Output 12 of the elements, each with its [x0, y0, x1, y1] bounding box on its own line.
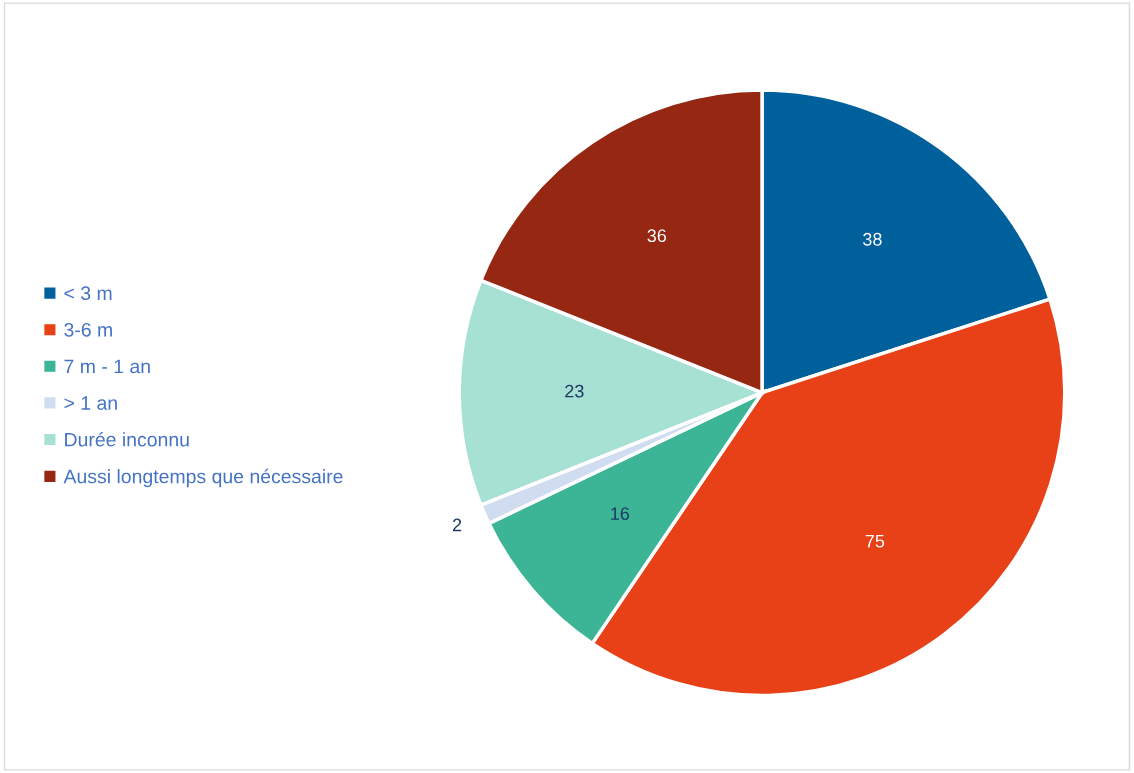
- legend-label: Durée inconnu: [65, 431, 189, 447]
- legend-label: 7 m - 1 an: [64, 359, 150, 374]
- data-label: 23: [565, 384, 584, 398]
- data-label: 38: [863, 232, 882, 246]
- data-label: 36: [647, 229, 667, 243]
- legend-label: Aussi longtemps que nécessaire: [63, 468, 343, 488]
- legend-label: < 3 m: [64, 286, 112, 301]
- data-label: 2: [452, 518, 462, 532]
- legend-label: 3-6 m: [64, 322, 112, 337]
- data-label: 75: [865, 534, 885, 548]
- data-label: 16: [611, 507, 630, 521]
- legend-label: > 1 an: [64, 396, 117, 410]
